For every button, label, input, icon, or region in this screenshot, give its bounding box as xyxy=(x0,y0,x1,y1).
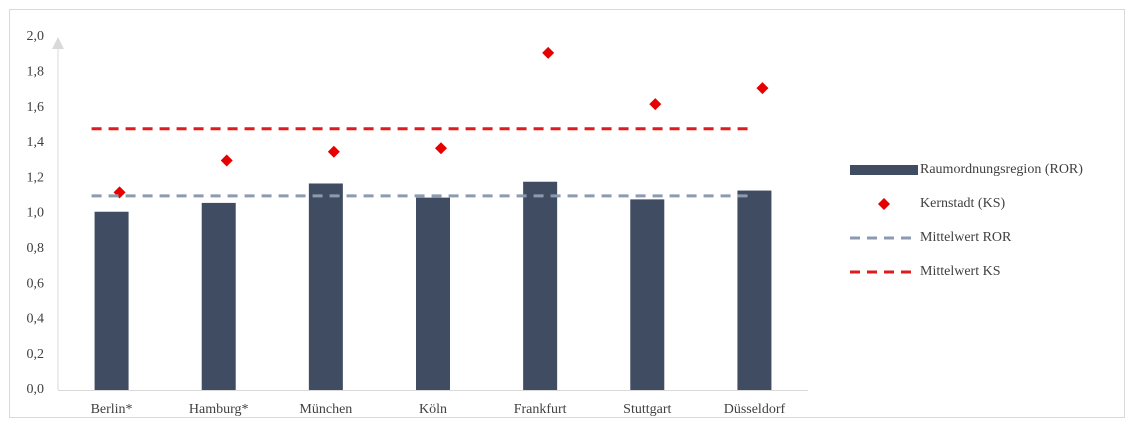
x-tick-label: Berlin* xyxy=(91,402,133,417)
bar xyxy=(737,190,772,390)
y-tick-label: 1,6 xyxy=(27,100,45,115)
x-tick-label: Hamburg* xyxy=(189,402,249,417)
x-tick-label: Stuttgart xyxy=(623,402,671,417)
diamond-marker xyxy=(756,82,769,95)
legend-swatch xyxy=(878,198,890,210)
y-tick-label: 0,0 xyxy=(27,382,45,397)
y-tick-label: 2,0 xyxy=(27,29,45,44)
x-tick-label: Köln xyxy=(419,402,447,417)
legend-label: Mittelwert ROR xyxy=(920,230,1012,245)
diamond-marker xyxy=(435,142,447,155)
y-tick-label: 1,2 xyxy=(27,170,45,185)
bar xyxy=(416,197,450,390)
y-tick-label: 0,6 xyxy=(27,276,45,291)
chart-frame xyxy=(9,9,1125,418)
y-axis-arrow xyxy=(52,37,64,49)
y-tick-label: 0,8 xyxy=(27,241,45,256)
diamond-marker xyxy=(542,46,555,59)
y-tick-label: 0,2 xyxy=(27,347,45,362)
diamond-marker xyxy=(327,145,340,158)
legend-label: Raumordnungsregion (ROR) xyxy=(920,162,1083,177)
x-tick-label: Düsseldorf xyxy=(724,402,786,417)
bar xyxy=(308,183,343,390)
y-tick-label: 1,4 xyxy=(27,135,45,150)
x-tick-label: München xyxy=(299,402,352,417)
diamond-marker xyxy=(649,98,662,111)
legend-label: Mittelwert KS xyxy=(920,264,1001,279)
x-tick-label: Frankfurt xyxy=(514,402,567,417)
y-tick-label: 0,4 xyxy=(27,312,45,327)
bar xyxy=(523,181,558,390)
bar xyxy=(201,202,236,390)
legend-swatch xyxy=(850,165,918,175)
y-tick-label: 1,8 xyxy=(27,65,45,80)
bar xyxy=(630,199,665,390)
diamond-marker xyxy=(220,154,233,167)
y-tick-label: 1,0 xyxy=(27,206,45,221)
legend-label: Kernstadt (KS) xyxy=(920,196,1005,211)
bar xyxy=(94,211,129,390)
